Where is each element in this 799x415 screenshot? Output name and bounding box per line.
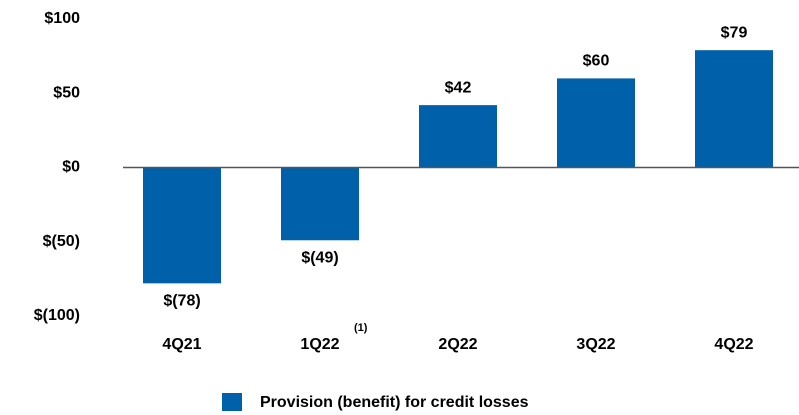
y-tick-label: $(50) [43, 233, 80, 250]
y-tick-label: $50 [53, 84, 80, 101]
footnote-marker: (1) [354, 322, 368, 334]
value-label: $(49) [301, 249, 338, 266]
x-tick-label: 2Q22 [438, 336, 477, 353]
y-tick-label: $0 [62, 159, 80, 176]
x-tick-label: 3Q22 [576, 336, 615, 353]
bar [419, 105, 497, 168]
value-label: $42 [445, 79, 472, 96]
x-tick-label: 1Q22 [300, 336, 339, 353]
value-label: $60 [583, 53, 610, 70]
legend-label: Provision (benefit) for credit losses [260, 394, 529, 411]
legend-swatch [222, 393, 242, 411]
value-label: $(78) [163, 293, 200, 310]
x-tick-label: 4Q21 [162, 336, 201, 353]
y-tick-label: $100 [44, 10, 80, 27]
bar [695, 50, 773, 168]
bar [557, 78, 635, 168]
bar [143, 167, 221, 284]
y-tick-label: $(100) [34, 307, 80, 324]
value-label: $79 [721, 24, 748, 41]
bar [281, 167, 359, 241]
x-tick-label: 4Q22 [714, 336, 753, 353]
